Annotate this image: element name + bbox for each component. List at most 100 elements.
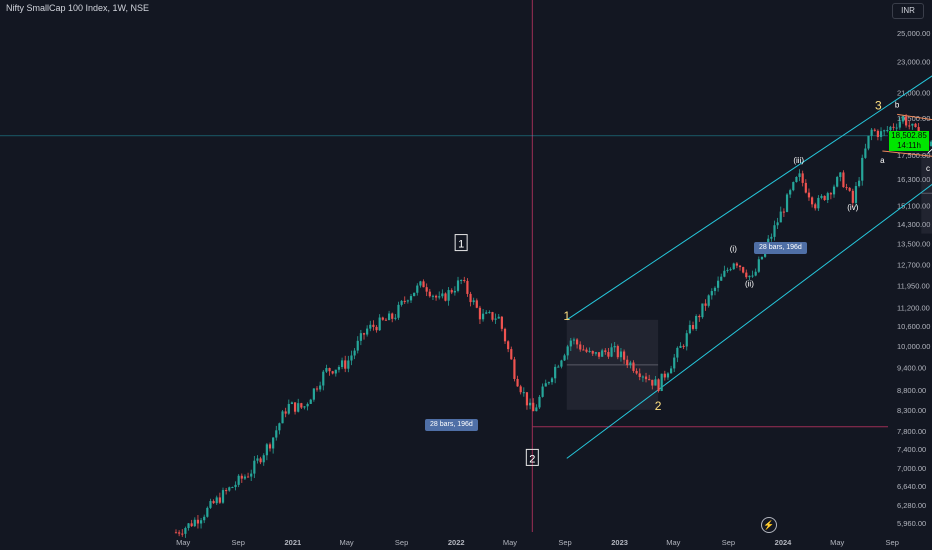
candle-body [178,532,181,534]
candle-body [579,344,582,350]
candle-body [243,476,247,479]
candle-body [873,129,876,131]
candle-body [356,340,359,351]
candle-body [199,520,203,524]
candle-body [466,280,469,294]
candle-body [450,290,453,293]
candle-body [513,359,516,379]
candle-body [688,325,691,334]
candle-body [698,315,701,318]
candle-body [312,388,315,400]
candle-body [287,403,290,414]
candle-body [225,490,228,492]
candle-body [723,270,726,277]
candle-body [234,484,237,488]
lightning-logo-icon[interactable]: ⚡ [761,517,777,533]
candle-body [481,313,485,320]
x-tick-label: May [666,538,680,547]
candle-body [651,379,654,386]
candle-body [221,490,225,503]
candle-body [629,362,632,366]
x-tick-label: May [176,538,190,547]
candle-body [745,272,748,278]
candle-body [823,195,826,200]
candle-body [265,444,268,456]
candle-body [281,411,284,424]
candle-body [397,304,400,318]
candle-body [883,130,886,132]
candle-body [478,307,482,320]
y-tick-label: 16,300.00 [897,175,930,184]
candle-body [431,295,435,297]
candle-body [789,190,792,195]
candle-body [851,190,854,203]
wave-label: (iii) [793,156,804,165]
candle-body [876,130,879,137]
currency-button[interactable]: INR [892,3,924,19]
candle-body [544,383,547,387]
candle-body [231,487,234,489]
candle-body [391,313,394,319]
candle-body [560,360,563,367]
candle-body [416,285,419,293]
candle-body [353,350,356,356]
candle-body [757,259,760,272]
candle-body [344,360,347,369]
candle-body [622,351,626,360]
candle-body [187,523,190,529]
candle-body [297,403,300,412]
candle-body [848,187,851,191]
candle-body [867,135,870,149]
candle-body [588,350,591,352]
candle-body [293,402,297,412]
candle-body [519,386,522,393]
last-price-value: 18,502.85 [891,131,927,140]
candle-body [870,129,873,136]
candle-body [425,287,428,292]
candle-body [300,403,303,408]
candle-body [792,182,795,191]
candle-body [798,173,801,177]
candle-body [575,339,579,345]
candle-body [378,317,381,331]
candle-body [209,501,212,508]
candle-body [441,293,444,297]
candle-body [284,411,287,414]
candle-body [541,386,544,397]
candle-body [303,406,306,408]
y-tick-label: 7,800.00 [897,427,926,436]
date-range-box [566,319,659,410]
candle-body [369,324,372,329]
candle-body [203,516,206,521]
candle-body [720,276,723,281]
candle-body [601,350,604,357]
candle-body [829,193,832,195]
candle-body [419,281,422,286]
candle-body [340,360,344,368]
candle-body [644,376,648,380]
candle-body [713,287,717,292]
candle-body [350,355,353,361]
candle-body [729,269,732,271]
candle-body [237,475,240,485]
wave-label: 2 [529,453,535,465]
candle-body [428,291,431,297]
candle-body [770,236,773,239]
candle-body [381,317,384,320]
candle-body [309,399,312,404]
candle-body [641,376,644,378]
candle-body [585,349,588,352]
candle-body [485,312,488,314]
candle-body [366,328,369,335]
x-tick-label: 2021 [284,538,301,547]
candle-body [604,350,607,352]
candle-body [275,430,278,438]
x-tick-label: 2022 [448,538,465,547]
candle-body [475,300,478,308]
candle-body [861,157,864,181]
candle-body [857,180,861,187]
candle-body [845,187,848,189]
candle-body [660,373,663,391]
candle-body [259,458,262,463]
